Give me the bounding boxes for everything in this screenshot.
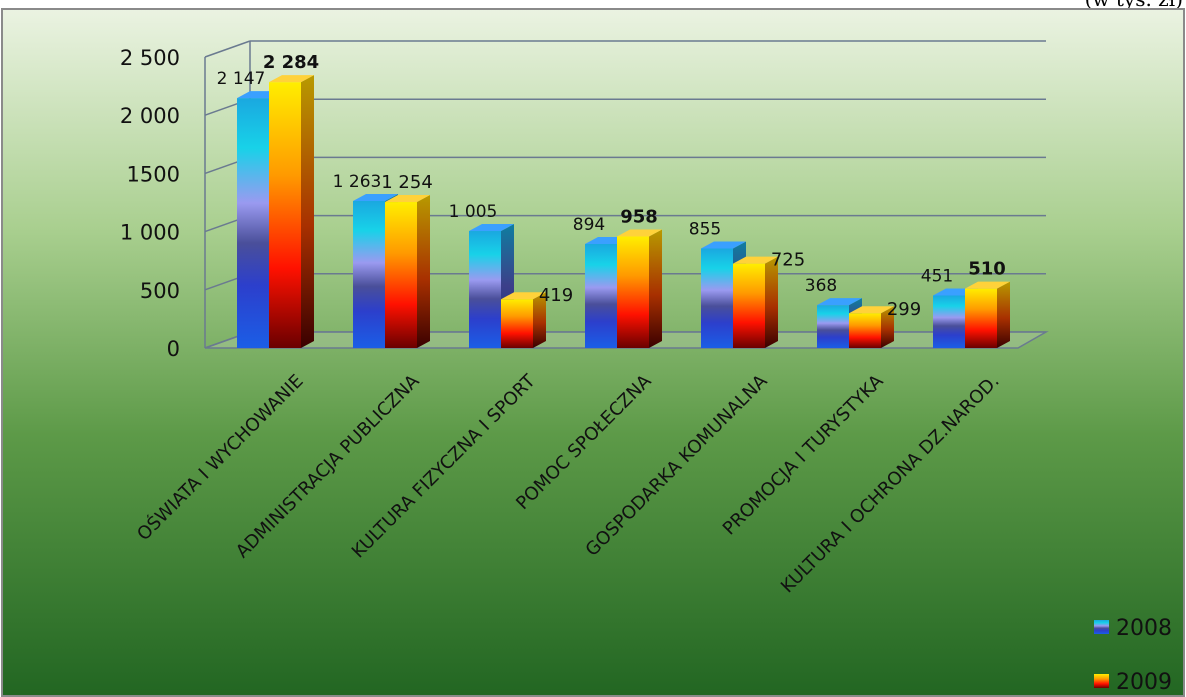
data-label-2009: 510 <box>968 259 1006 280</box>
bar-top <box>733 256 778 264</box>
data-label-2009: 958 <box>620 206 658 227</box>
bar-2009 <box>617 229 662 348</box>
bar-top <box>701 241 746 249</box>
bar-2009 <box>965 281 1010 348</box>
data-label-2008: 368 <box>805 276 837 296</box>
data-label-2008: 451 <box>921 267 953 287</box>
y-tick-label: 2 500 <box>120 46 180 70</box>
bar-top <box>617 229 662 237</box>
data-label-2009: 2 284 <box>263 52 319 73</box>
y-tick-label: 2 000 <box>120 104 180 128</box>
bar-front <box>849 313 881 348</box>
bar-front <box>353 200 385 348</box>
bar-front <box>817 305 849 348</box>
legend-label-2008: 2008 <box>1116 616 1172 641</box>
data-label-2009: 725 <box>771 250 805 271</box>
bar-front <box>469 231 501 348</box>
bar-side <box>649 229 662 348</box>
bar-front <box>501 299 533 348</box>
bar-front <box>585 243 617 348</box>
bar-side <box>301 75 314 349</box>
chart-background <box>1 8 1185 697</box>
bar-front <box>237 98 269 348</box>
bar-top <box>965 281 1010 289</box>
bar-2008 <box>469 224 514 348</box>
data-label-2008: 2 147 <box>217 69 266 89</box>
data-label-2009: 299 <box>887 299 921 320</box>
bar-side <box>533 292 546 348</box>
bar-front <box>701 248 733 348</box>
bar-2009 <box>385 195 430 348</box>
gridline-diag <box>204 40 251 58</box>
bar-front <box>933 295 965 348</box>
bar-2009 <box>733 256 778 348</box>
data-label-2008: 1 005 <box>449 202 498 222</box>
bar-2009 <box>849 306 894 348</box>
bar-front <box>617 236 649 348</box>
legend: 2008 2009 <box>1094 616 1172 695</box>
data-label-2008: 894 <box>573 215 605 235</box>
legend-label-2009: 2009 <box>1116 670 1172 695</box>
bar-front <box>385 202 417 348</box>
legend-swatch-2009 <box>1094 674 1109 688</box>
data-label-2009: 419 <box>539 285 573 306</box>
bar-top <box>385 195 430 203</box>
bar-top <box>469 224 514 232</box>
y-tick-label: 0 <box>167 337 180 361</box>
bar-top <box>817 298 862 306</box>
bar-front <box>733 263 765 348</box>
y-tick-label: 1 000 <box>120 221 180 245</box>
bar-2009 <box>501 292 546 348</box>
bar-2009 <box>269 75 314 349</box>
legend-swatch-2008 <box>1094 620 1109 634</box>
bar-side <box>765 256 778 348</box>
y-tick-label: 1500 <box>127 162 180 186</box>
data-label-2008: 855 <box>689 219 721 239</box>
bar-front <box>965 288 997 348</box>
bar-side <box>417 195 430 348</box>
bars <box>237 75 1010 349</box>
bar-top <box>501 292 546 300</box>
bar-top <box>849 306 894 314</box>
bar-side <box>881 306 894 348</box>
unit-note: (w tys. zł) <box>1085 0 1183 11</box>
y-tick-label: 500 <box>140 279 180 303</box>
bar-top <box>269 75 314 83</box>
bar-front <box>269 82 301 349</box>
bar-side <box>997 281 1010 348</box>
bar-top <box>353 193 398 201</box>
data-label-2009: 1 254 <box>381 172 433 193</box>
data-label-2008: 1 263 <box>333 172 382 192</box>
y-axis: 0 500 1 000 1500 2 000 2 500 <box>120 46 180 361</box>
